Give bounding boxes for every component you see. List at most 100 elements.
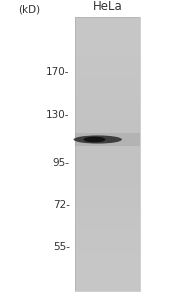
Bar: [75, 258, 140, 259]
Bar: [75, 264, 140, 265]
Bar: [75, 90, 140, 91]
Bar: [75, 211, 140, 212]
Bar: [75, 155, 140, 156]
Bar: [75, 174, 140, 175]
Bar: [75, 276, 140, 277]
Bar: [75, 136, 140, 137]
Bar: [75, 82, 140, 83]
Bar: [75, 204, 140, 205]
Bar: [75, 105, 140, 106]
Bar: [75, 208, 140, 209]
Bar: [75, 275, 140, 276]
Bar: [75, 64, 140, 65]
Bar: [75, 219, 140, 220]
Bar: [75, 173, 140, 174]
Bar: [75, 250, 140, 251]
Bar: [75, 23, 140, 24]
Bar: [75, 259, 140, 260]
Bar: [75, 117, 140, 118]
Bar: [75, 205, 140, 206]
Bar: [75, 179, 140, 180]
Bar: [75, 234, 140, 235]
Bar: [75, 233, 140, 234]
Bar: [75, 56, 140, 57]
Bar: [75, 221, 140, 222]
Bar: [75, 124, 140, 125]
Bar: [75, 22, 140, 23]
Bar: [75, 268, 140, 269]
Bar: [75, 47, 140, 48]
Bar: [75, 223, 140, 224]
Bar: [75, 207, 140, 208]
Bar: [75, 53, 140, 54]
Bar: [75, 267, 140, 268]
Bar: [75, 94, 140, 95]
Bar: [75, 73, 140, 74]
Bar: [75, 246, 140, 247]
Bar: [75, 165, 140, 166]
Bar: [75, 69, 140, 70]
Bar: [75, 110, 140, 111]
Bar: [75, 158, 140, 159]
Bar: [75, 203, 140, 204]
Bar: [75, 243, 140, 244]
Bar: [75, 137, 140, 138]
Bar: [75, 93, 140, 94]
Bar: [75, 103, 140, 104]
Bar: [75, 114, 140, 115]
Bar: [75, 284, 140, 285]
Bar: [75, 288, 140, 289]
Bar: [75, 79, 140, 80]
Bar: [75, 248, 140, 249]
Bar: [75, 92, 140, 93]
Bar: [75, 178, 140, 179]
Bar: [75, 115, 140, 116]
Bar: [75, 244, 140, 245]
Bar: [75, 109, 140, 110]
Bar: [75, 183, 140, 184]
Bar: [75, 67, 140, 68]
Bar: [75, 186, 140, 187]
Bar: [75, 256, 140, 257]
Bar: [75, 16, 140, 17]
Bar: [75, 46, 140, 47]
Bar: [75, 68, 140, 69]
Bar: [75, 75, 140, 76]
Bar: [75, 254, 140, 255]
Bar: [75, 104, 140, 105]
Bar: [75, 269, 140, 270]
Bar: [75, 140, 140, 141]
Bar: [75, 120, 140, 121]
Bar: [75, 66, 140, 67]
Bar: [75, 286, 140, 287]
Bar: [75, 180, 140, 181]
Bar: [75, 102, 140, 103]
Bar: [75, 100, 140, 101]
Bar: [75, 160, 140, 161]
Bar: [75, 265, 140, 266]
Bar: [75, 61, 140, 62]
Bar: [75, 222, 140, 223]
Bar: [75, 55, 140, 56]
Bar: [75, 154, 140, 155]
Bar: [75, 273, 140, 274]
Bar: [75, 274, 140, 275]
Bar: [75, 20, 140, 21]
Bar: [75, 216, 140, 217]
Bar: [75, 36, 140, 37]
Bar: [75, 39, 140, 40]
Bar: [75, 209, 140, 210]
Text: 130-: 130-: [46, 110, 70, 121]
Bar: [75, 83, 140, 84]
Bar: [75, 76, 140, 77]
Bar: [75, 41, 140, 42]
Bar: [75, 48, 140, 49]
Bar: [75, 201, 140, 202]
Bar: [75, 171, 140, 172]
Bar: [75, 145, 140, 146]
Bar: [75, 43, 140, 44]
Bar: [75, 151, 140, 152]
Bar: [75, 150, 140, 151]
Bar: [75, 99, 140, 100]
Bar: [75, 213, 140, 214]
